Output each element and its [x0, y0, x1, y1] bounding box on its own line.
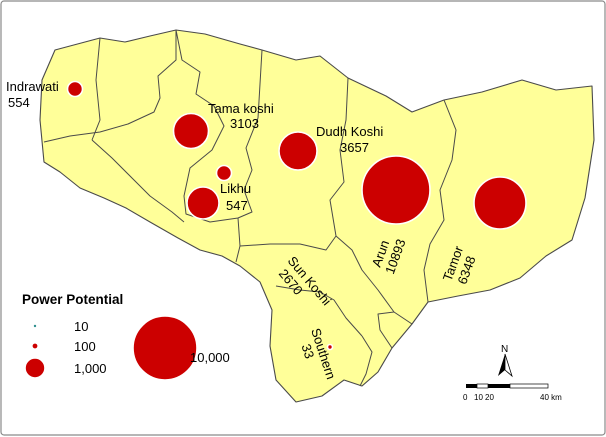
legend-symbol-100 [30, 341, 39, 350]
scale-bar-segment [509, 383, 549, 389]
scale-bar-segment [476, 383, 489, 389]
bubble-layer [66, 80, 527, 351]
bubble-likhu-small[interactable] [215, 164, 233, 182]
label-dudh-koshi-value: 3657 [340, 140, 369, 155]
scale-tick-40: 40 km [540, 393, 562, 402]
legend-symbol-10 [33, 324, 37, 328]
boundary-line [91, 139, 185, 223]
boundary-line [239, 77, 349, 251]
bubble-tamor[interactable] [473, 176, 527, 230]
bubble-southern[interactable] [326, 343, 334, 351]
boundary-line [423, 99, 457, 303]
bubble-tama-koshi[interactable] [172, 112, 210, 150]
scale-tick-0: 0 [463, 393, 468, 402]
north-arrow-label: N [501, 344, 508, 355]
legend-label-1000: 1,000 [74, 361, 107, 376]
label-tama-koshi-name: Tama koshi [208, 101, 274, 116]
legend-label-10000: 10,000 [190, 350, 230, 365]
label-likhu-name: Likhu [220, 181, 251, 196]
legend-title: Power Potential [22, 292, 123, 307]
label-southern-value: 33 [299, 342, 318, 360]
legend-symbol-10000 [132, 315, 198, 381]
label-indrawati-value: 554 [8, 95, 30, 110]
scale-bar: 0 10 20 40 km [463, 383, 562, 402]
label-tama-koshi-value: 3103 [230, 116, 259, 131]
legend: Power Potential 10 100 1,000 10,000 [22, 292, 230, 381]
boundary-line [175, 29, 263, 223]
boundary-line [91, 37, 101, 141]
label-likhu-value: 547 [226, 198, 248, 213]
boundary-line [359, 335, 373, 387]
scale-bar-segment [466, 384, 477, 388]
boundary-line [377, 311, 395, 349]
scale-tick-10: 10 [474, 393, 483, 402]
scale-bar-segment [488, 384, 510, 388]
bubble-dudh-koshi[interactable] [278, 131, 318, 171]
boundary-line [43, 30, 177, 143]
north-arrow: N [498, 344, 513, 378]
bubble-likhu[interactable] [186, 186, 220, 220]
legend-label-10: 10 [74, 319, 88, 334]
scale-tick-20: 20 [485, 393, 494, 402]
legend-symbol-1000 [24, 357, 46, 379]
label-indrawati-name: Indrawati [6, 79, 59, 94]
bubble-indrawati[interactable] [66, 80, 84, 98]
boundary-line [275, 285, 363, 337]
north-arrow-icon-half [504, 353, 513, 378]
label-dudh-koshi-name: Dudh Koshi [316, 124, 383, 139]
boundary-line [335, 235, 413, 325]
legend-label-100: 100 [74, 339, 96, 354]
bubble-arun[interactable] [361, 155, 431, 225]
north-arrow-icon [498, 354, 505, 376]
